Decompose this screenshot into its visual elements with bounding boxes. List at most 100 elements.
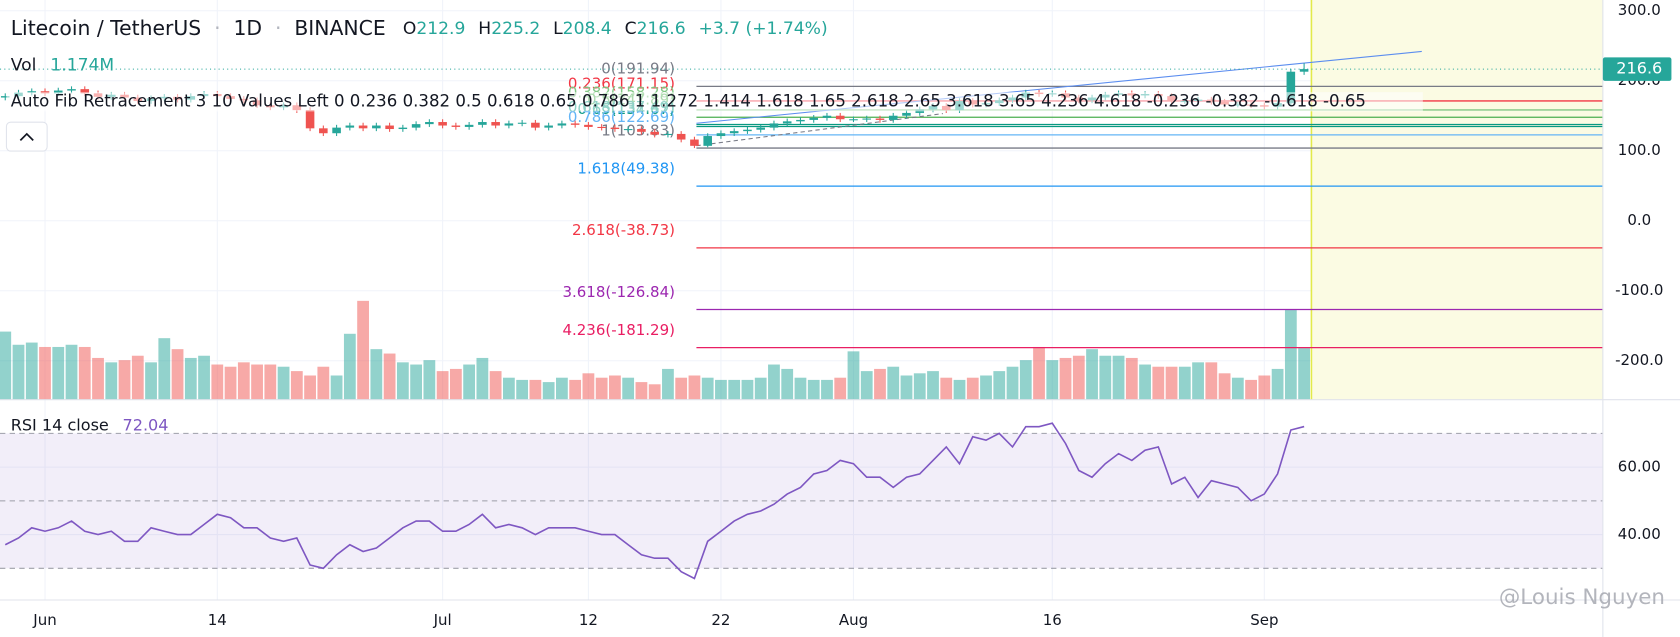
volume-bar xyxy=(489,371,502,400)
rsi-title: RSI 14 close xyxy=(11,415,109,434)
volume-bar xyxy=(516,379,529,400)
volume-bar xyxy=(1125,357,1138,400)
candle-body xyxy=(27,91,37,93)
open-value: 212.9 xyxy=(416,19,465,39)
volume-bar xyxy=(1139,364,1151,400)
candle-body xyxy=(464,124,474,127)
volume-bar xyxy=(1112,355,1125,400)
volume-bar xyxy=(357,300,369,400)
candle-body xyxy=(849,119,858,121)
close-value: 216.6 xyxy=(637,19,686,39)
candle-body xyxy=(875,118,885,120)
low-value: 208.4 xyxy=(563,19,612,39)
separator: · xyxy=(275,16,281,40)
change: +3.7 (+1.74%) xyxy=(698,19,827,39)
volume-bar xyxy=(118,360,131,400)
volume-bar xyxy=(887,366,900,400)
volume-bar xyxy=(715,379,727,400)
volume-bar xyxy=(211,364,224,400)
volume-bar xyxy=(1152,366,1165,400)
candle-body xyxy=(491,122,500,126)
symbol: Litecoin / TetherUS xyxy=(11,16,201,40)
candle-body xyxy=(822,115,832,118)
volume-bar xyxy=(688,375,701,400)
future-zone xyxy=(1311,0,1603,400)
y-tick-label: -200.0 xyxy=(1615,351,1663,369)
volume-bar xyxy=(860,371,873,400)
candle-body xyxy=(557,123,567,126)
collapse-button[interactable] xyxy=(5,121,48,152)
candle-body xyxy=(531,122,540,128)
indicator-legend-bg xyxy=(6,92,1423,112)
fib-label: 1.618(49.38) xyxy=(577,160,675,178)
volume-bar xyxy=(502,377,515,400)
volume-bar xyxy=(913,373,926,400)
volume-bar xyxy=(1192,362,1204,400)
volume-bar xyxy=(940,377,953,400)
candle-body xyxy=(425,122,434,125)
volume-bar xyxy=(821,379,833,400)
candle-body xyxy=(305,110,315,129)
volume-bar xyxy=(158,338,171,400)
volume-bar xyxy=(781,368,794,400)
candle-body xyxy=(796,119,805,122)
candle-body xyxy=(345,125,355,128)
volume-bar xyxy=(529,379,542,400)
candle-body xyxy=(637,129,646,132)
volume-bar xyxy=(1006,366,1019,400)
volume-bar xyxy=(966,377,979,400)
rsi-layer xyxy=(4,422,1305,580)
candle-body xyxy=(332,127,341,134)
volume-bar xyxy=(370,349,383,400)
volume-bar xyxy=(277,366,290,400)
rsi-value: 72.04 xyxy=(123,415,169,434)
y-tick-label: 0.0 xyxy=(1627,211,1651,229)
candle-body xyxy=(690,139,699,146)
volume-bar xyxy=(556,377,568,400)
volume-layer xyxy=(0,300,1310,400)
volume-bar xyxy=(1165,366,1178,400)
candle-body xyxy=(478,122,487,125)
volume-bar xyxy=(847,351,860,400)
volume-bar xyxy=(1231,377,1244,400)
volume-bar xyxy=(317,366,330,400)
volume-bar xyxy=(927,371,939,400)
candle-body xyxy=(729,131,739,134)
candle-body xyxy=(504,123,514,126)
last-price-badge xyxy=(1602,57,1672,81)
volume-bar xyxy=(237,362,250,400)
candle-body xyxy=(67,89,76,91)
volume-bar xyxy=(131,355,144,400)
volume-bar xyxy=(1072,355,1085,400)
volume-bar xyxy=(92,357,104,400)
candle-body xyxy=(80,89,90,94)
rsi-line xyxy=(4,422,1305,580)
candle-body xyxy=(743,129,752,132)
x-tick-label: 12 xyxy=(579,611,598,629)
candle-body xyxy=(358,125,368,129)
volume-bar xyxy=(449,368,462,400)
candle-body xyxy=(385,125,394,130)
volume-bar xyxy=(1258,375,1271,400)
volume-bar xyxy=(330,375,343,400)
fib-trend-line xyxy=(696,113,943,147)
volume-bar xyxy=(224,366,237,400)
x-tick-label: 16 xyxy=(1043,611,1062,629)
fib-label: 3.618(-126.84) xyxy=(562,283,675,301)
volume-bar xyxy=(675,377,688,400)
separator: · xyxy=(214,16,220,40)
rsi-background xyxy=(0,432,1603,569)
volume-bar xyxy=(184,357,197,400)
candle-body xyxy=(411,124,421,128)
volume-bar xyxy=(0,331,12,400)
candle-body xyxy=(809,117,819,120)
candle-body xyxy=(517,122,527,124)
volume-bar xyxy=(900,375,913,400)
volume-bar xyxy=(609,375,621,400)
volume-bar xyxy=(1086,349,1098,400)
candle-body xyxy=(544,125,553,128)
candle-body xyxy=(769,123,779,128)
close-label: C xyxy=(625,19,637,39)
